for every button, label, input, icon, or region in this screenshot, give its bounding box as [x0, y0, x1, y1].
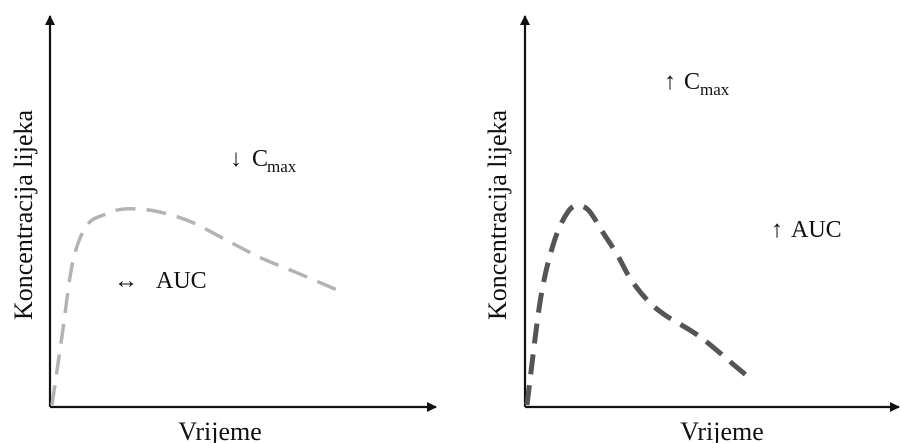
annotation-text: AUC [156, 268, 207, 294]
x-axis-label: Vrijeme [178, 417, 262, 443]
annotation-auc: ↔ AUC [114, 268, 207, 294]
chart-1: Vrijeme Koncentracija lijeka ↓ C max ↔ A… [9, 15, 437, 443]
annotation-arrow: ↓ [230, 146, 242, 172]
annotation-subscript: max [700, 80, 730, 99]
annotation-auc: ↑ AUC [771, 217, 842, 243]
x-axis-label: Vrijeme [680, 417, 764, 443]
series-group [50, 206, 339, 406]
annotation-subscript: max [267, 157, 297, 176]
annotation-cmax: ↑ C max [664, 69, 730, 99]
series-0-line [524, 203, 754, 406]
series-group [524, 203, 754, 406]
annotation-text: C [252, 146, 268, 172]
chart-2: Vrijeme Koncentracija lijeka ↑ C max ↑ A… [483, 15, 900, 443]
y-axis-label: Koncentracija lijeka [9, 110, 38, 321]
annotation-arrow: ↑ [664, 69, 676, 95]
annotation-text: C [684, 69, 700, 95]
annotation-arrow: ↔ [114, 268, 138, 294]
annotation-cmax: ↓ C max [230, 146, 297, 176]
annotation-arrow: ↑ [771, 217, 783, 243]
series-0-line [50, 206, 339, 406]
annotation-text: AUC [791, 217, 842, 243]
y-axis-label: Koncentracija lijeka [483, 110, 512, 321]
